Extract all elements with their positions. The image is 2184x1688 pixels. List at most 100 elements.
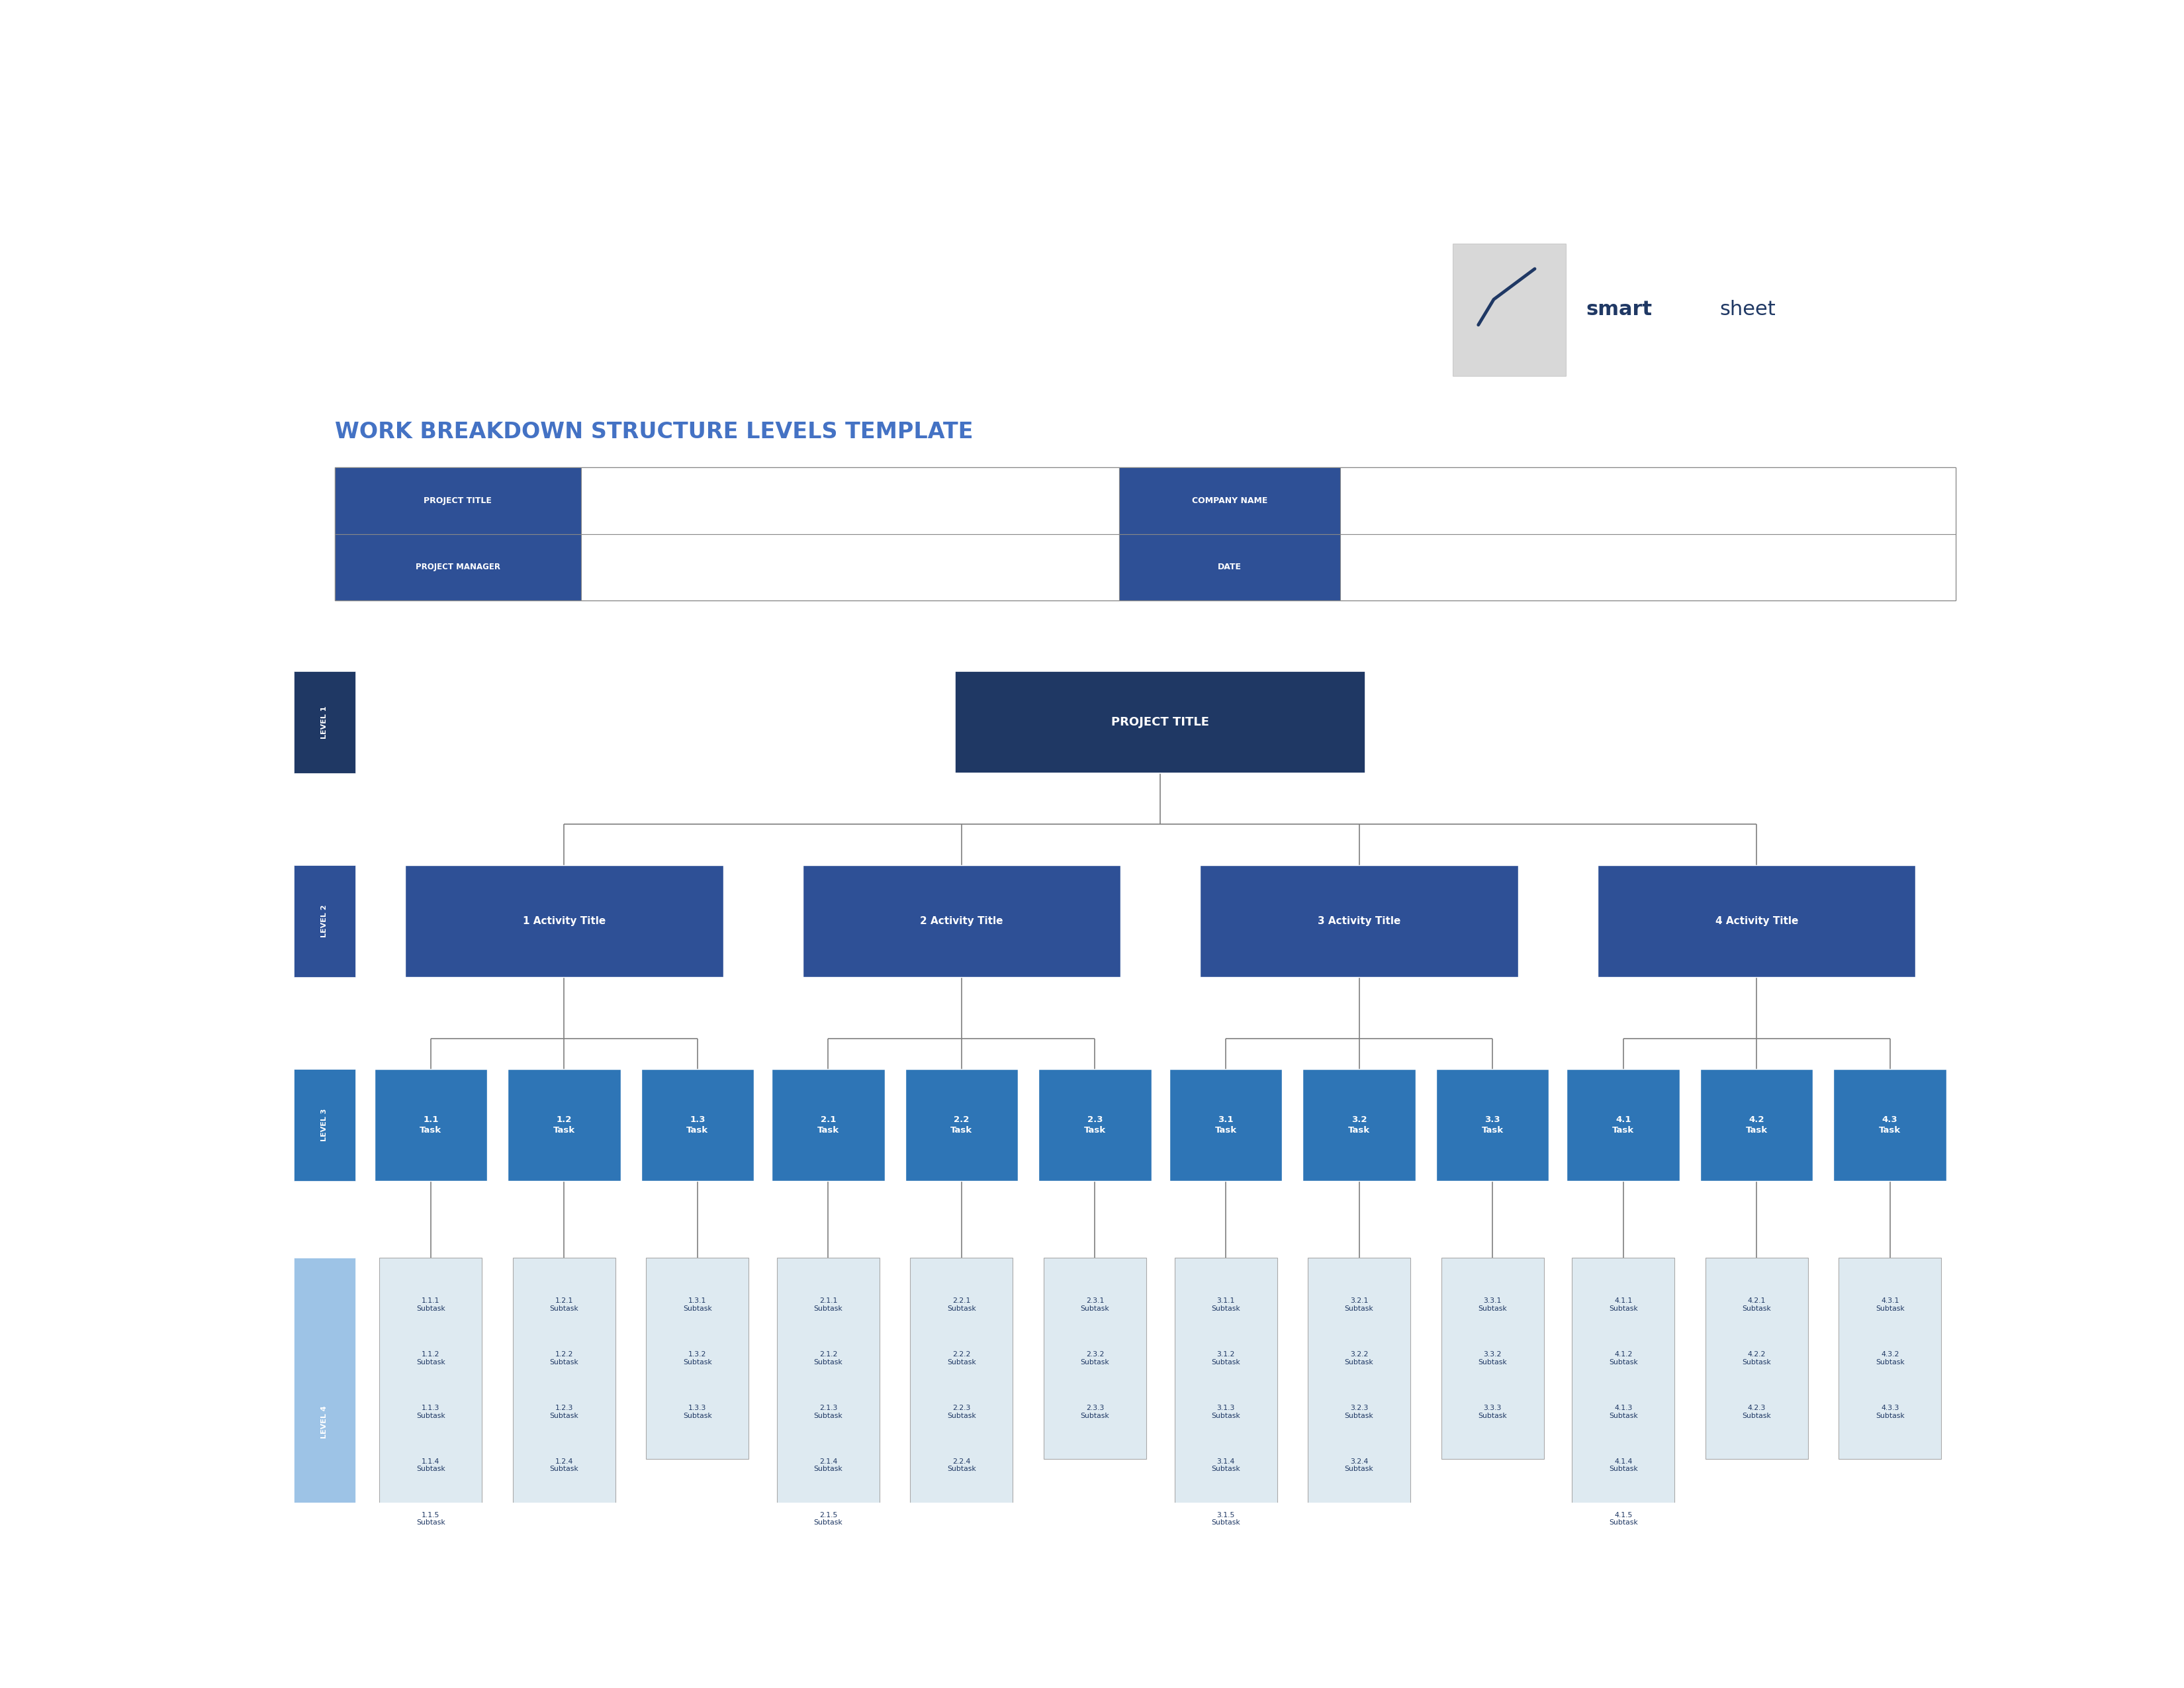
Text: 3.1.1
Subtask: 3.1.1 Subtask [1212, 1298, 1241, 1312]
Text: 4.1.5
Subtask: 4.1.5 Subtask [1610, 1512, 1638, 1526]
Text: 2.3.2
Subtask: 2.3.2 Subtask [1081, 1350, 1109, 1366]
Text: 1.1.3
Subtask: 1.1.3 Subtask [417, 1404, 446, 1420]
Text: 3 Activity Title: 3 Activity Title [1317, 917, 1400, 927]
Text: 4 Activity Title: 4 Activity Title [1714, 917, 1797, 927]
Text: 1.3.2
Subtask: 1.3.2 Subtask [684, 1350, 712, 1366]
Text: 3.3.2
Subtask: 3.3.2 Subtask [1479, 1350, 1507, 1366]
Bar [1040, 1069, 1151, 1182]
Text: 1.2.4
Subtask: 1.2.4 Subtask [550, 1458, 579, 1472]
Bar [1339, 533, 1955, 601]
Text: 1.1.5
Subtask: 1.1.5 Subtask [417, 1512, 446, 1526]
Text: 3.2.4
Subtask: 3.2.4 Subtask [1345, 1458, 1374, 1472]
Bar [1302, 1069, 1415, 1182]
Text: 2.1.3
Subtask: 2.1.3 Subtask [815, 1404, 843, 1420]
Text: 2.3.3
Subtask: 2.3.3 Subtask [1081, 1404, 1109, 1420]
Bar [373, 1069, 487, 1182]
Bar [1839, 1258, 1942, 1458]
Text: 4.1
Task: 4.1 Task [1612, 1116, 1634, 1134]
Bar [507, 1069, 620, 1182]
Text: 3.2.2
Subtask: 3.2.2 Subtask [1345, 1350, 1374, 1366]
Text: 3.3.3
Subtask: 3.3.3 Subtask [1479, 1404, 1507, 1420]
Bar [1308, 1258, 1411, 1512]
Text: 3.1.5
Subtask: 3.1.5 Subtask [1212, 1512, 1241, 1526]
Bar [646, 1258, 749, 1458]
Text: 4.2.1
Subtask: 4.2.1 Subtask [1743, 1298, 1771, 1312]
Text: 4.3.3
Subtask: 4.3.3 Subtask [1876, 1404, 1904, 1420]
Bar [293, 866, 356, 977]
Text: 2.2.2
Subtask: 2.2.2 Subtask [948, 1350, 976, 1366]
Bar [334, 468, 1955, 601]
Bar [293, 672, 356, 773]
Text: 2.3.1
Subtask: 2.3.1 Subtask [1081, 1298, 1109, 1312]
Text: LEVEL 1: LEVEL 1 [321, 706, 328, 739]
Text: 4.3
Task: 4.3 Task [1878, 1116, 1900, 1134]
Bar [1706, 1258, 1808, 1458]
Bar [1175, 1258, 1278, 1566]
Bar [1168, 1069, 1282, 1182]
Text: 1.3.3
Subtask: 1.3.3 Subtask [684, 1404, 712, 1420]
Bar [1566, 1069, 1679, 1182]
Bar [1437, 1069, 1548, 1182]
Bar [334, 533, 581, 601]
Text: 2.2
Task: 2.2 Task [950, 1116, 972, 1134]
Text: LEVEL 3: LEVEL 3 [321, 1109, 328, 1141]
Text: 1.1
Task: 1.1 Task [419, 1116, 441, 1134]
Bar [293, 1069, 356, 1182]
Text: 1.3.1
Subtask: 1.3.1 Subtask [684, 1298, 712, 1312]
Text: 2.2.4
Subtask: 2.2.4 Subtask [948, 1458, 976, 1472]
Text: 1.1.4
Subtask: 1.1.4 Subtask [417, 1458, 446, 1472]
Bar [404, 866, 723, 977]
Text: 3.1.3
Subtask: 3.1.3 Subtask [1212, 1404, 1241, 1420]
Text: LEVEL 2: LEVEL 2 [321, 905, 328, 937]
Text: 1.2
Task: 1.2 Task [553, 1116, 574, 1134]
Text: PROJECT MANAGER: PROJECT MANAGER [415, 562, 500, 571]
Text: 1 Activity Title: 1 Activity Title [522, 917, 605, 927]
Text: 4.2
Task: 4.2 Task [1745, 1116, 1767, 1134]
Bar [1572, 1258, 1675, 1566]
Text: smart: smart [1586, 300, 1653, 319]
Bar [642, 1069, 753, 1182]
Text: 2.1
Task: 2.1 Task [817, 1116, 839, 1134]
Text: COMPANY NAME: COMPANY NAME [1192, 496, 1267, 505]
Text: 2 Activity Title: 2 Activity Title [919, 917, 1002, 927]
Text: 2.1.1
Subtask: 2.1.1 Subtask [815, 1298, 843, 1312]
Text: LEVEL 4: LEVEL 4 [321, 1406, 328, 1438]
Text: 2.2.1
Subtask: 2.2.1 Subtask [948, 1298, 976, 1312]
Text: 2.1.5
Subtask: 2.1.5 Subtask [815, 1512, 843, 1526]
Text: DATE: DATE [1219, 562, 1241, 571]
Bar [1118, 468, 1339, 533]
Text: 4.3.1
Subtask: 4.3.1 Subtask [1876, 1298, 1904, 1312]
Bar [1441, 1258, 1544, 1458]
Text: 4.3.2
Subtask: 4.3.2 Subtask [1876, 1350, 1904, 1366]
Text: 3.1.4
Subtask: 3.1.4 Subtask [1212, 1458, 1241, 1472]
Text: 4.1.2
Subtask: 4.1.2 Subtask [1610, 1350, 1638, 1366]
Text: 3.2.3
Subtask: 3.2.3 Subtask [1345, 1404, 1374, 1420]
Text: 2.1.2
Subtask: 2.1.2 Subtask [815, 1350, 843, 1366]
Text: 4.1.4
Subtask: 4.1.4 Subtask [1610, 1458, 1638, 1472]
Bar [334, 468, 581, 533]
Text: 1.1.1
Subtask: 1.1.1 Subtask [417, 1298, 446, 1312]
Bar [778, 1258, 880, 1566]
Text: sheet: sheet [1719, 300, 1776, 319]
Bar [954, 672, 1365, 773]
Text: 2.1.4
Subtask: 2.1.4 Subtask [815, 1458, 843, 1472]
Bar [1339, 468, 1955, 533]
Bar [911, 1258, 1013, 1512]
Text: 3.1.2
Subtask: 3.1.2 Subtask [1212, 1350, 1241, 1366]
Bar [1118, 533, 1339, 601]
Bar [904, 1069, 1018, 1182]
Text: 1.1.2
Subtask: 1.1.2 Subtask [417, 1350, 446, 1366]
Text: 2.2.3
Subtask: 2.2.3 Subtask [948, 1404, 976, 1420]
Text: 3.3
Task: 3.3 Task [1481, 1116, 1503, 1134]
Text: PROJECT TITLE: PROJECT TITLE [424, 496, 491, 505]
Text: 4.1.3
Subtask: 4.1.3 Subtask [1610, 1404, 1638, 1420]
Bar [293, 1258, 356, 1587]
Text: 3.2
Task: 3.2 Task [1348, 1116, 1369, 1134]
Text: 1.3
Task: 1.3 Task [686, 1116, 708, 1134]
Text: 4.2.2
Subtask: 4.2.2 Subtask [1743, 1350, 1771, 1366]
Text: 3.3.1
Subtask: 3.3.1 Subtask [1479, 1298, 1507, 1312]
Text: 3.1
Task: 3.1 Task [1214, 1116, 1236, 1134]
Bar [1199, 866, 1518, 977]
Bar [380, 1258, 483, 1566]
Text: 4.2.3
Subtask: 4.2.3 Subtask [1743, 1404, 1771, 1420]
